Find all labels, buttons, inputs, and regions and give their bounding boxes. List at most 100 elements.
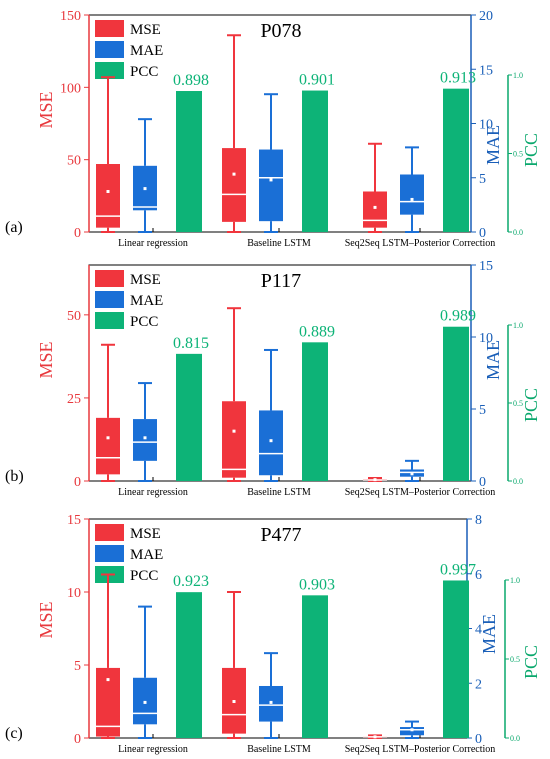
mse-box-plot-mean bbox=[232, 172, 236, 176]
mae-tick-label: 15 bbox=[479, 259, 493, 274]
category-label: Linear regression bbox=[118, 487, 188, 498]
chart-title: P117 bbox=[261, 270, 301, 292]
mse-box-plot-box bbox=[96, 417, 120, 475]
mae-axis-title: MAE bbox=[483, 125, 503, 165]
pcc-bar bbox=[176, 353, 202, 481]
chart-title: P477 bbox=[260, 524, 301, 546]
pcc-bar bbox=[302, 90, 328, 232]
mae-box-plot-mean bbox=[269, 439, 273, 443]
mse-box-plot-box bbox=[222, 148, 246, 222]
legend-swatch-mse bbox=[95, 20, 124, 37]
mae-box-plot-box bbox=[259, 149, 283, 222]
mse-tick-label: 150 bbox=[60, 9, 81, 24]
mse-tick-label: 25 bbox=[67, 392, 81, 407]
pcc-tick-label: 0.5 bbox=[513, 399, 523, 408]
legend-label-pcc: PCC bbox=[130, 568, 158, 584]
mse-box-plot-box bbox=[96, 164, 120, 228]
pcc-value-label: 0.997 bbox=[440, 561, 476, 578]
pcc-bar bbox=[176, 592, 202, 738]
mae-tick-label: 2 bbox=[475, 677, 482, 692]
pcc-tick-label: 1.0 bbox=[513, 71, 523, 80]
mae-box-plot-box bbox=[133, 419, 157, 461]
pcc-bar bbox=[176, 91, 202, 232]
mae-box-plot-mean bbox=[143, 187, 147, 191]
legend-swatch-mae bbox=[95, 291, 124, 308]
mae-box-plot-mean bbox=[410, 197, 414, 201]
mse-tick-label: 100 bbox=[60, 81, 81, 96]
pcc-bar bbox=[302, 595, 328, 738]
legend-label-mae: MAE bbox=[130, 547, 163, 563]
mae-box-plot-mean bbox=[410, 472, 414, 476]
mae-tick-label: 10 bbox=[479, 118, 493, 133]
mae-box-plot-box bbox=[259, 410, 283, 476]
mae-box-plot-mean bbox=[143, 436, 147, 440]
mse-box-plot-mean bbox=[373, 478, 377, 482]
mse-box-plot-box bbox=[363, 191, 387, 228]
mse-tick-label: 10 bbox=[67, 586, 81, 601]
mae-box-plot-box bbox=[400, 174, 424, 215]
pcc-tick-label: 0.0 bbox=[513, 477, 523, 486]
category-label: Baseline LSTM bbox=[247, 744, 311, 755]
mse-box-plot-mean bbox=[373, 205, 377, 209]
pcc-bar bbox=[443, 326, 469, 481]
legend-label-mse: MSE bbox=[130, 272, 161, 288]
category-label: Linear regression bbox=[118, 238, 188, 249]
legend-swatch-mse bbox=[95, 524, 124, 541]
pcc-tick-label: 0.0 bbox=[510, 734, 520, 743]
panel-label: (a) bbox=[5, 219, 23, 236]
mse-tick-label: 50 bbox=[67, 154, 81, 169]
category-label: Seq2Seq LSTM–Posterior Correction bbox=[345, 487, 496, 498]
pcc-tick-label: 1.0 bbox=[510, 576, 520, 585]
mse-tick-label: 0 bbox=[74, 732, 81, 747]
pcc-tick-label: 0.0 bbox=[513, 228, 523, 237]
pcc-value-label: 0.923 bbox=[173, 573, 209, 590]
legend-swatch-mae bbox=[95, 41, 124, 58]
mse-tick-label: 5 bbox=[74, 659, 81, 674]
category-label: Baseline LSTM bbox=[247, 238, 311, 249]
mae-tick-label: 10 bbox=[479, 331, 493, 346]
mse-box-plot-mean bbox=[232, 429, 236, 433]
legend-label-pcc: PCC bbox=[130, 314, 158, 330]
mae-tick-label: 0 bbox=[479, 226, 486, 241]
pcc-tick-label: 0.5 bbox=[510, 655, 520, 664]
mae-tick-label: 15 bbox=[479, 63, 493, 78]
pcc-tick-label: 1.0 bbox=[513, 321, 523, 330]
mse-box-plot-mean bbox=[106, 189, 110, 193]
mse-tick-label: 0 bbox=[74, 475, 81, 490]
category-label: Seq2Seq LSTM–Posterior Correction bbox=[345, 744, 496, 755]
pcc-value-label: 0.903 bbox=[299, 576, 335, 593]
mae-axis-title: MAE bbox=[483, 340, 503, 380]
pcc-bar bbox=[443, 88, 469, 232]
legend-swatch-pcc bbox=[95, 62, 124, 79]
panel-label: (c) bbox=[5, 725, 23, 742]
legend-label-mae: MAE bbox=[130, 43, 163, 59]
pcc-axis-title: PCC bbox=[521, 645, 541, 679]
panel-label: (b) bbox=[5, 468, 24, 485]
mse-box-plot-mean bbox=[106, 678, 110, 682]
category-label: Baseline LSTM bbox=[247, 487, 311, 498]
mae-tick-label: 5 bbox=[479, 172, 486, 187]
mse-box-plot-mean bbox=[106, 436, 110, 440]
legend-label-mse: MSE bbox=[130, 22, 161, 38]
chart-panel-3: 0 5 10 15 MSE 0 2 4 6 8 MAE 0.0 0.5 1.0 PCC P477 (c) Line… bbox=[5, 513, 541, 755]
pcc-value-label: 0.913 bbox=[440, 70, 476, 87]
pcc-axis-title: PCC bbox=[521, 133, 541, 167]
mae-box-plot-mean bbox=[269, 178, 273, 182]
mse-axis-title: MSE bbox=[36, 91, 56, 128]
pcc-bar bbox=[302, 342, 328, 481]
pcc-bar bbox=[443, 580, 469, 738]
mse-tick-label: 0 bbox=[74, 226, 81, 241]
chart-title: P078 bbox=[260, 20, 301, 42]
chart-panel-1: 0 50 100 150 MSE 0 5 10 15 20 MAE 0.0 0.5 1.0 PCC P078 (… bbox=[5, 9, 541, 249]
mae-tick-label: 4 bbox=[475, 623, 482, 638]
legend-label-mae: MAE bbox=[130, 293, 163, 309]
category-label: Seq2Seq LSTM–Posterior Correction bbox=[345, 238, 496, 249]
mse-axis-title: MSE bbox=[36, 601, 56, 638]
pcc-value-label: 0.815 bbox=[173, 335, 209, 352]
pcc-axis-title: PCC bbox=[521, 388, 541, 422]
legend-swatch-pcc bbox=[95, 312, 124, 329]
legend-swatch-mae bbox=[95, 545, 124, 562]
chart-panel-2: 0 25 50 MSE 0 5 10 15 MAE 0.0 0.5 1.0 PCC P117 (b) Line… bbox=[5, 259, 541, 498]
category-label: Linear regression bbox=[118, 744, 188, 755]
